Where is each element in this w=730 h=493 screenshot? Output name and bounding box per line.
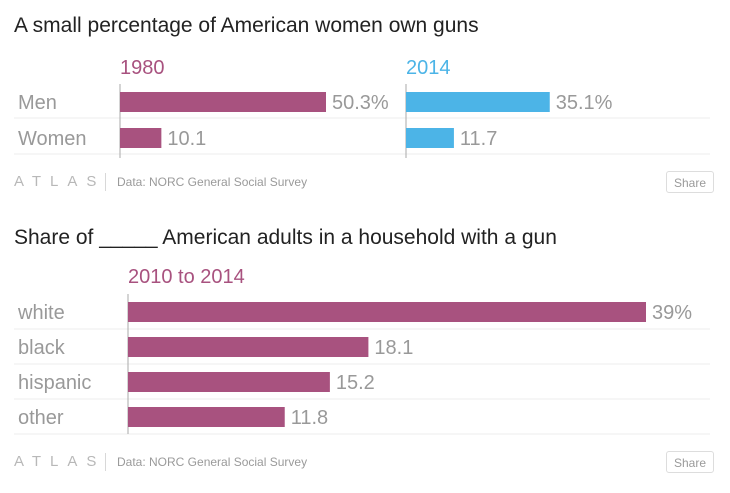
chart1-source: Data: NORC General Social Survey [117, 175, 308, 189]
bar-white [128, 302, 646, 322]
bar-2014-men [406, 92, 550, 112]
bar-other [128, 407, 285, 427]
chart2-source: Data: NORC General Social Survey [117, 455, 308, 469]
chart2-plot: 2010 to 2014 white 39% black 18.1 hispanic 15.… [14, 266, 710, 435]
category-label-white: white [17, 302, 65, 324]
value-label: 11.7 [460, 128, 497, 150]
bar-2014-women [406, 128, 454, 148]
category-label-men: Men [18, 92, 57, 114]
chart1-title: A small percentage of American women own… [14, 14, 479, 37]
category-label-hispanic: hispanic [18, 372, 91, 394]
chart2-title: Share of _____ American adults in a hous… [14, 226, 557, 249]
atlas-logo[interactable]: ATLAS [14, 453, 106, 470]
atlas-logo[interactable]: ATLAS [14, 173, 106, 190]
value-label: 50.3% [332, 92, 389, 114]
chart2-share-button[interactable]: Share [666, 451, 714, 473]
value-label: 35.1% [556, 92, 613, 114]
chart1-share-button[interactable]: Share [666, 171, 714, 193]
bar-black [128, 337, 369, 357]
category-label-women: Women [18, 128, 87, 150]
value-label: 39% [652, 302, 692, 324]
chart1-plot: Men Women 1980 50.3% 10.1 2014 35.1% 11.7 [14, 57, 710, 158]
chart2-footer: ATLAS Data: NORC General Social Survey S… [14, 451, 714, 475]
value-label: 18.1 [374, 337, 413, 359]
bar-hispanic [128, 372, 330, 392]
series-label: 2010 to 2014 [128, 266, 245, 288]
category-label-black: black [18, 337, 66, 359]
bar-1980-women [120, 128, 162, 148]
footer-divider [105, 453, 106, 471]
bar-1980-men [120, 92, 326, 112]
series-label-2014: 2014 [406, 57, 451, 79]
series-label-1980: 1980 [120, 57, 165, 79]
value-label: 10.1 [167, 128, 206, 150]
value-label: 11.8 [291, 407, 328, 429]
category-label-other: other [18, 407, 64, 429]
footer-divider [105, 173, 106, 191]
chart1-footer: ATLAS Data: NORC General Social Survey S… [14, 171, 714, 195]
value-label: 15.2 [336, 372, 375, 394]
